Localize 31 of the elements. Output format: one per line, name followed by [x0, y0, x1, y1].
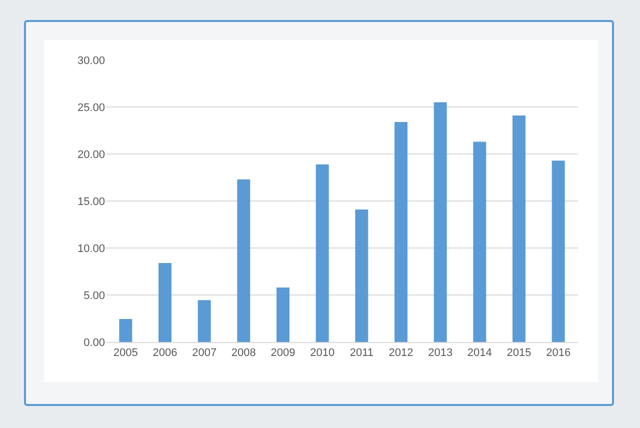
- x-tick-label: 2009: [270, 347, 296, 360]
- x-tick-label: 2015: [506, 347, 532, 360]
- x-tick-label: 2013: [428, 347, 453, 360]
- x-tick-label: 2016: [546, 347, 571, 360]
- bar: [198, 300, 211, 342]
- y-tick-label: 10.00: [77, 242, 105, 255]
- y-tick-label: 15.00: [77, 196, 105, 208]
- x-tick-label: 2008: [231, 347, 256, 360]
- bar: [473, 142, 486, 342]
- bar: [552, 160, 565, 342]
- y-tick-label: 0.00: [84, 336, 105, 349]
- bar: [276, 287, 290, 342]
- y-tick-label: 25.00: [77, 102, 105, 114]
- x-tick-label: 2010: [310, 347, 335, 360]
- bar: [434, 102, 447, 342]
- bar: [394, 122, 408, 342]
- x-tick-label: 2006: [152, 347, 178, 360]
- x-tick-label: 2012: [388, 347, 414, 360]
- x-tick-label: 2014: [467, 347, 492, 360]
- bar: [237, 179, 250, 342]
- bar: [158, 263, 172, 342]
- bar: [119, 318, 132, 342]
- x-tick-label: 2005: [113, 347, 138, 360]
- x-tick-label: 2011: [350, 347, 374, 360]
- bar: [512, 115, 526, 342]
- bar: [316, 164, 329, 342]
- y-tick-label: 20.00: [77, 148, 105, 161]
- y-tick-label: 5.00: [84, 290, 105, 302]
- x-tick-label: 2007: [192, 347, 217, 360]
- bar: [355, 209, 368, 342]
- y-tick-label: 30.00: [77, 54, 105, 67]
